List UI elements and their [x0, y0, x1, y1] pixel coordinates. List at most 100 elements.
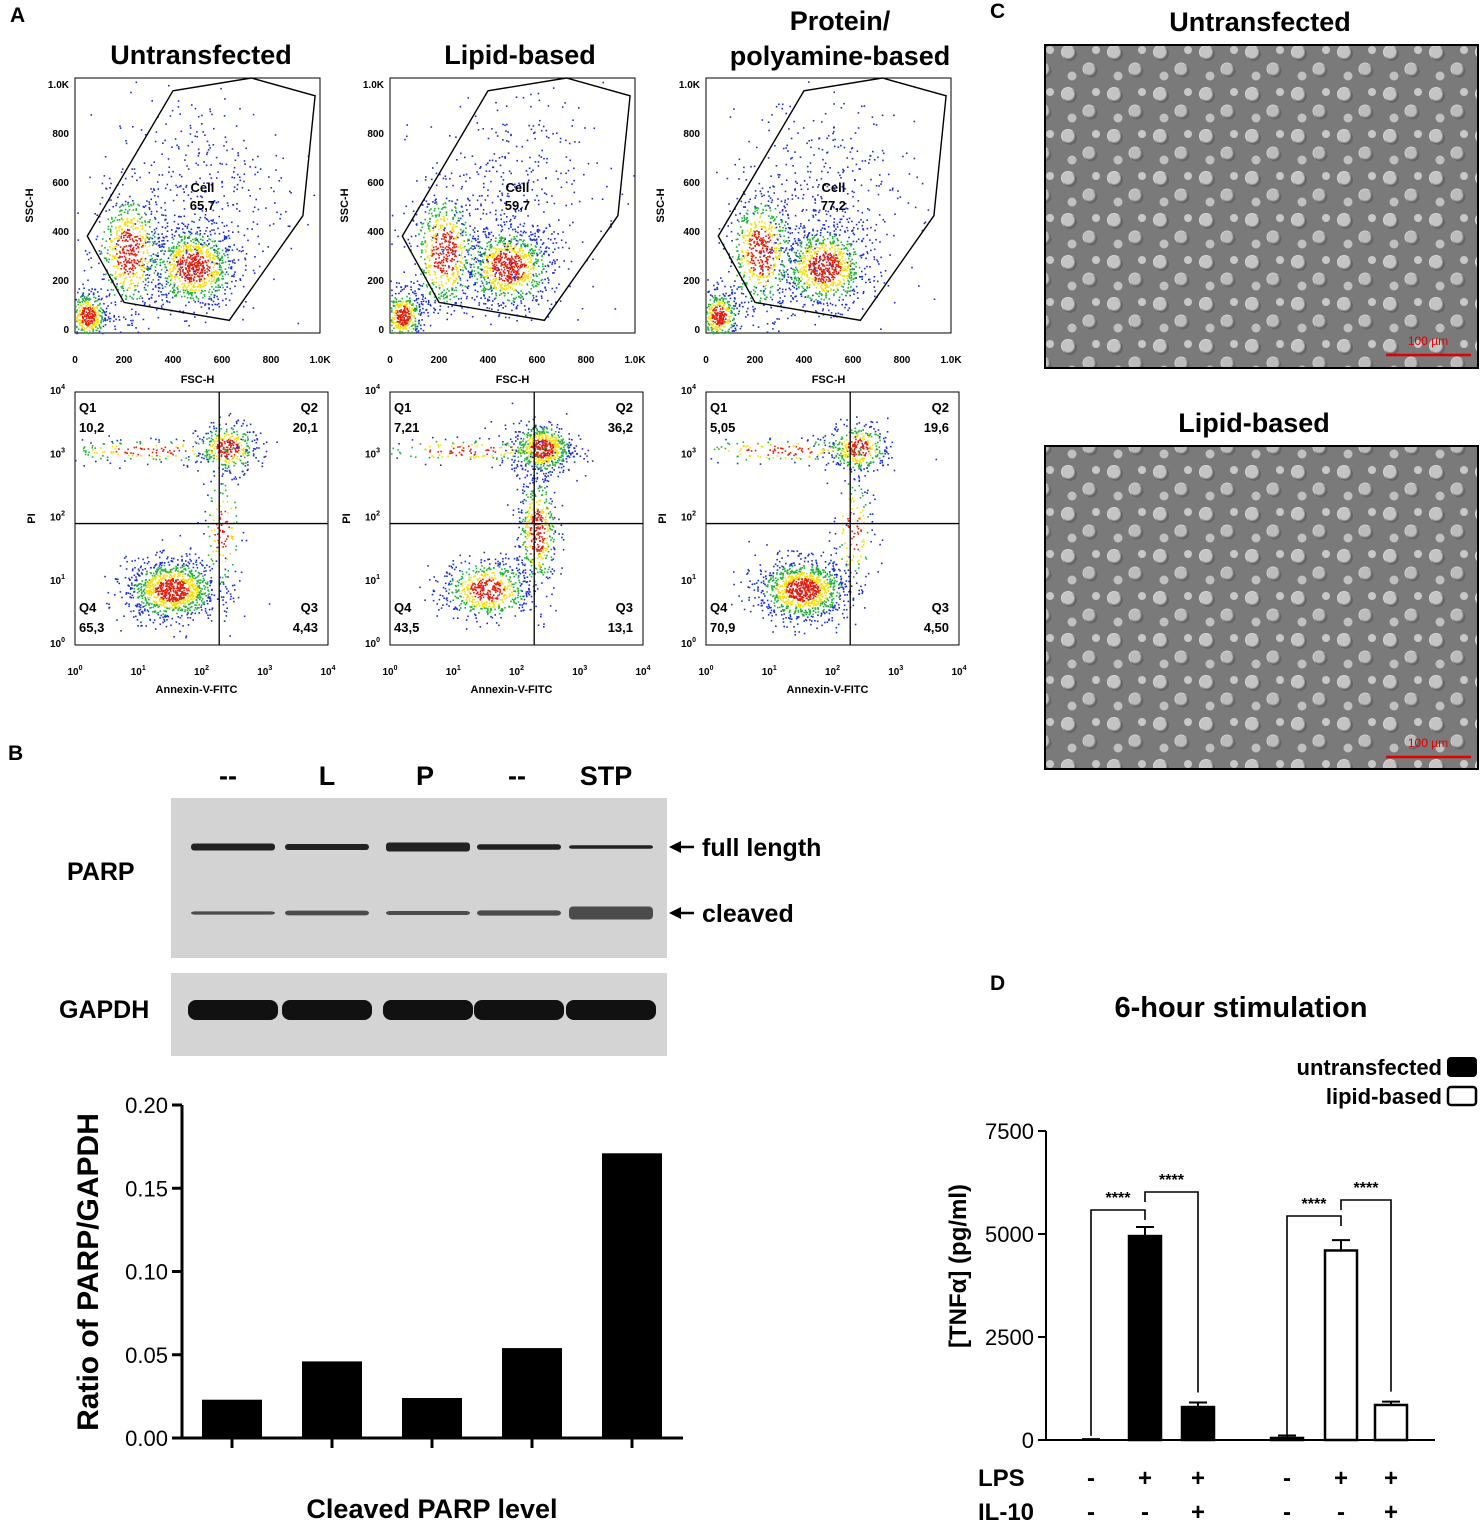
lps-sign: + — [1384, 1465, 1398, 1492]
y-tick-label: 100 — [50, 637, 65, 650]
significance-label: **** — [1106, 1190, 1132, 1207]
y-tick-label: 0.20 — [125, 1093, 168, 1118]
x-tick-label: 200 — [116, 355, 133, 366]
cell-gate — [717, 77, 947, 322]
annexin-pi-plot: Q1 10,2 Q2 20,1 Q3 4,43 Q4 65,3 100 100 101 101 102 1… — [26, 384, 336, 696]
blot-band-full — [569, 845, 653, 849]
quadrant-name: Q4 — [79, 600, 97, 615]
quadrant-name: Q4 — [710, 600, 728, 615]
significance-label: **** — [1159, 1172, 1185, 1189]
y-tick-label: 104 — [365, 384, 380, 397]
panel-letter-c: C — [990, 0, 1005, 23]
x-tick-label: 0 — [387, 355, 393, 366]
gate-name: Cell — [505, 180, 529, 195]
y-tick-label: 0.10 — [125, 1260, 168, 1285]
y-tick-label: 1.0K — [679, 80, 701, 91]
quadrant-value: 19,6 — [924, 420, 949, 435]
blot-band-full — [386, 842, 470, 852]
lps-sign: - — [1087, 1465, 1095, 1492]
blot-band-gapdh — [383, 1000, 473, 1020]
y-tick-label: 100 — [681, 637, 696, 650]
annexin-pi-plot: Q1 7,21 Q2 36,2 Q3 13,1 Q4 43,5 100 100 101 101 102 1… — [341, 384, 651, 696]
parp-ratio-chart: Ratio of PARP/GAPDH Cleaved PARP level 0… — [72, 1093, 683, 1522]
quadrant-value: 20,1 — [293, 420, 318, 435]
y-axis-label: PI — [657, 513, 669, 523]
panel-letter-a: A — [10, 4, 25, 27]
blot-band-cleaved — [191, 911, 275, 915]
quadrant-value: 5,05 — [710, 420, 735, 435]
il10-sign: - — [1283, 1499, 1291, 1522]
panel-letter-d: D — [990, 972, 1005, 995]
y-tick-label: 101 — [50, 574, 65, 587]
y-tick-label: 1.0K — [363, 80, 385, 91]
arrow-full-length — [669, 841, 694, 853]
bar — [402, 1398, 462, 1438]
x-tick-label: 400 — [796, 355, 813, 366]
lane-label: STP — [580, 761, 633, 791]
x-tick-label: 800 — [578, 355, 595, 366]
y-axis-label: PI — [341, 513, 353, 523]
blot-band-full — [191, 843, 275, 851]
blot-band-cleaved — [386, 911, 470, 915]
blot-band-gapdh — [566, 1000, 656, 1020]
scatter-points — [75, 81, 316, 335]
gate-value: 59,7 — [505, 198, 530, 213]
quadrant-name: Q4 — [394, 600, 412, 615]
y-tick-label: 0 — [1022, 1428, 1034, 1453]
x-tick-label: 101 — [446, 665, 461, 678]
x-tick-label: 102 — [825, 665, 840, 678]
quadrant-name: Q2 — [301, 400, 318, 415]
il10-sign: - — [1087, 1499, 1095, 1522]
quadrant-name: Q2 — [616, 400, 633, 415]
lane-labels: -- L P -- STP — [219, 761, 632, 791]
parp-ratio-x-label: Cleaved PARP level — [306, 1494, 557, 1522]
bar — [302, 1361, 362, 1438]
legend-label: lipid-based — [1326, 1084, 1442, 1109]
x-tick-label: 1.0K — [940, 355, 962, 366]
x-tick-label: 1.0K — [624, 355, 646, 366]
y-tick-label: 2500 — [985, 1325, 1034, 1350]
y-axis-label: PI — [26, 513, 38, 523]
x-tick-label: 100 — [698, 665, 713, 678]
x-tick-label: 1.0K — [309, 355, 331, 366]
flow-column: Lipid-based Cell 59,7 0 0 200 200 400 400 600 600 8… — [339, 40, 651, 696]
y-tick-label: 7500 — [985, 1119, 1034, 1144]
gate-name: Cell — [190, 180, 214, 195]
scatter-points — [706, 81, 936, 335]
blot-band-gapdh — [282, 1000, 372, 1020]
fsc-ssc-plot: Cell 65,7 0 0 200 200 400 400 600 600 800 800 1.0K 1.… — [24, 77, 331, 386]
quadrant-name: Q1 — [394, 400, 411, 415]
y-tick-label: 0.05 — [125, 1343, 168, 1368]
y-tick-label: 400 — [52, 227, 69, 238]
flow-column-title: polyamine-based — [730, 41, 951, 71]
bar — [1180, 1405, 1216, 1442]
annexin-points — [710, 416, 938, 636]
lps-sign: + — [1138, 1465, 1152, 1492]
y-tick-label: 5000 — [985, 1222, 1034, 1247]
flow-column: Protein/polyamine-based Cell 77,2 0 0 200 200 4… — [655, 6, 967, 696]
x-tick-label: 100 — [67, 665, 82, 678]
quadrant-value: 10,2 — [79, 420, 104, 435]
x-tick-label: 200 — [747, 355, 764, 366]
y-tick-label: 101 — [365, 574, 380, 587]
x-axis-label: Annexin-V-FITC — [156, 684, 238, 696]
significance-bracket — [1090, 1209, 1146, 1436]
x-axis-label: Annexin-V-FITC — [787, 684, 869, 696]
x-tick-label: 600 — [845, 355, 862, 366]
bar — [202, 1399, 262, 1438]
gate-value: 65,7 — [190, 198, 215, 213]
bar — [1127, 1234, 1163, 1442]
quadrant-value: 13,1 — [608, 620, 633, 635]
y-tick-label: 100 — [365, 637, 380, 650]
micrograph-title-lipid: Lipid-based — [1178, 408, 1330, 438]
x-tick-label: 103 — [888, 665, 903, 678]
y-tick-label: 200 — [52, 276, 69, 287]
tnf-chart: 0 2500 5000 7500 **** **** **** **** - + + - + + - - + - -… — [985, 1119, 1435, 1522]
cell-gate — [401, 77, 631, 322]
micrograph-title-untransfected: Untransfected — [1169, 7, 1351, 37]
parp-blot — [171, 798, 667, 958]
il10-sign: + — [1191, 1499, 1205, 1522]
legend: untransfected lipid-based — [1297, 1055, 1478, 1109]
y-tick-label: 0.00 — [125, 1426, 168, 1451]
